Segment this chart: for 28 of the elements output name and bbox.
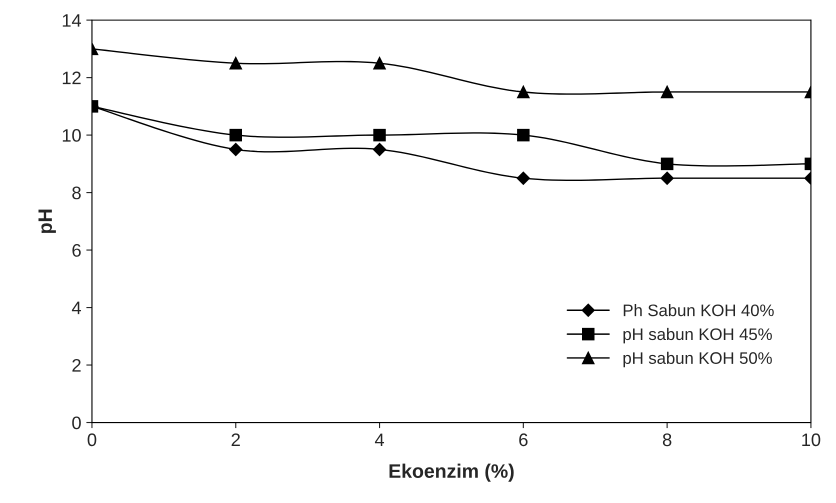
- y-tick-label: 0: [72, 416, 81, 430]
- point: [372, 142, 386, 156]
- y-tick-label: 12: [62, 72, 81, 84]
- x-tick-label: 10: [802, 433, 820, 446]
- x-tick-label: 2: [232, 433, 240, 446]
- y-tick-label: 14: [62, 14, 82, 27]
- point: [517, 128, 530, 142]
- x-tick-label: 0: [88, 433, 96, 446]
- point: [517, 86, 530, 98]
- y-tick-label: 8: [72, 186, 81, 200]
- y-tick-label: 10: [62, 129, 81, 142]
- x-tick-label: 8: [662, 433, 672, 446]
- point: [229, 142, 242, 156]
- y-tick-label: 6: [72, 244, 81, 257]
- x-tick-label: 4: [374, 434, 384, 446]
- point: [230, 128, 242, 142]
- point: [373, 128, 386, 142]
- point: [373, 56, 386, 70]
- legend-label: Ph Sabun KOH 40%: [624, 304, 774, 316]
- point: [230, 56, 242, 70]
- x-tick-label: 6: [519, 433, 528, 446]
- legend-label: pH sabun KOH 45%: [623, 328, 772, 344]
- point: [516, 172, 530, 185]
- y-axis-title: pH: [38, 210, 56, 233]
- y-tick-label: 2: [72, 358, 81, 372]
- y-tick-label: 4: [72, 302, 82, 314]
- x-axis-title: Ekoenzim (%): [390, 464, 514, 482]
- legend-label: pH sabun KOH 50%: [623, 352, 772, 368]
